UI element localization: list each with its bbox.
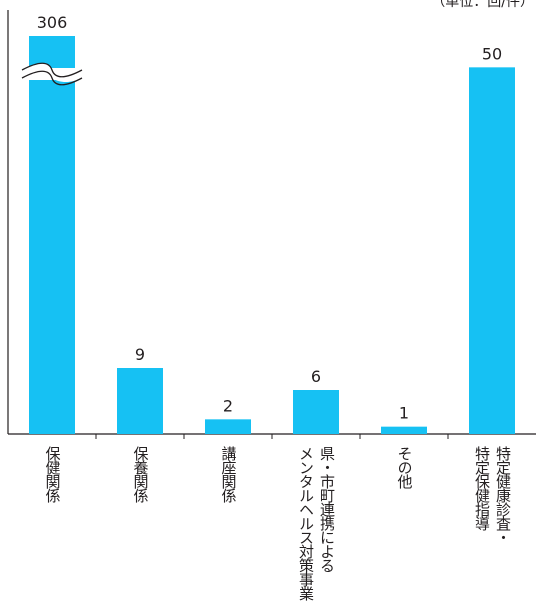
bar [117, 368, 163, 434]
category-label: 講座関係 [219, 446, 238, 502]
value-label: 1 [399, 404, 409, 423]
value-label: 9 [135, 345, 145, 364]
value-label: 2 [223, 396, 233, 415]
category-label: 保健関係 [43, 446, 62, 502]
value-label: 50 [482, 44, 502, 63]
axis-break-line [21, 70, 83, 86]
category-label: その他 [395, 446, 414, 488]
category-label: 県・市町連携による メンタルヘルス対策事業 [297, 446, 336, 600]
value-label: 6 [311, 367, 321, 386]
bar [293, 390, 339, 434]
category-label: 特定健康診査・ 特定保健指導 [473, 446, 512, 544]
bar [381, 426, 427, 434]
bar [469, 67, 515, 434]
value-label: 306 [37, 13, 68, 32]
bar [205, 419, 251, 434]
category-label: 保養関係 [131, 446, 150, 502]
unit-label: （単位：回/件） [431, 0, 534, 10]
axis-break-line [21, 62, 83, 78]
bar [29, 36, 75, 434]
